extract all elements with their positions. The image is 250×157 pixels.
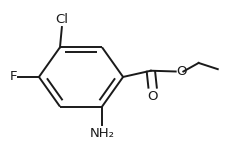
Text: NH₂: NH₂ [90,127,114,140]
Text: O: O [177,65,187,78]
Text: O: O [148,90,158,103]
Text: F: F [10,70,17,83]
Text: Cl: Cl [56,13,68,26]
